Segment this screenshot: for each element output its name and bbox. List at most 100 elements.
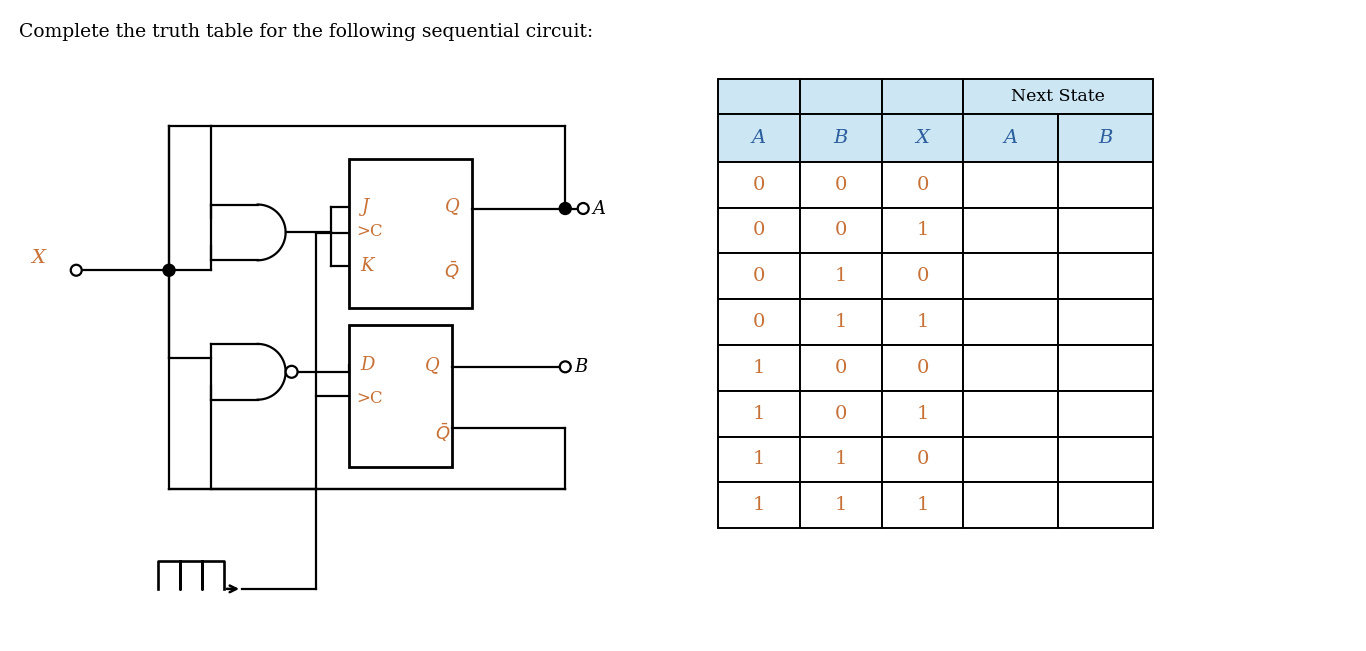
Bar (963, 114, 1059, 161)
Circle shape (285, 366, 298, 378)
Text: D: D (361, 356, 376, 374)
Text: 0: 0 (835, 221, 847, 240)
Bar (881, 79, 963, 114)
Text: Q: Q (444, 197, 459, 215)
Text: 0: 0 (753, 267, 765, 285)
Text: Complete the truth table for the following sequential circuit:: Complete the truth table for the followi… (19, 23, 593, 41)
Text: A: A (1004, 129, 1018, 147)
Text: 0: 0 (753, 221, 765, 240)
Circle shape (71, 265, 82, 276)
Bar (881, 391, 963, 437)
Bar (799, 161, 881, 208)
Text: >C: >C (357, 390, 384, 407)
Bar (881, 253, 963, 299)
Bar (719, 299, 799, 345)
Bar (963, 79, 1153, 114)
Text: 1: 1 (917, 405, 929, 422)
Text: 0: 0 (835, 405, 847, 422)
Bar (881, 482, 963, 528)
Bar (881, 161, 963, 208)
Bar (963, 208, 1059, 253)
Text: Next State: Next State (1011, 88, 1105, 105)
Bar (799, 253, 881, 299)
Circle shape (163, 264, 175, 276)
Text: X: X (915, 129, 929, 147)
Text: 0: 0 (753, 313, 765, 331)
Text: 0: 0 (835, 359, 847, 377)
Text: B: B (833, 129, 848, 147)
Text: >C: >C (357, 223, 384, 240)
Bar (719, 437, 799, 482)
Text: 0: 0 (917, 450, 929, 469)
Bar (719, 114, 799, 161)
Text: 1: 1 (753, 405, 765, 422)
Bar (1059, 208, 1153, 253)
Text: 1: 1 (753, 496, 765, 514)
Bar (963, 482, 1059, 528)
Text: 1: 1 (753, 450, 765, 469)
Text: 0: 0 (753, 176, 765, 193)
Bar (719, 482, 799, 528)
Bar (348, 325, 452, 467)
Text: 0: 0 (917, 176, 929, 193)
Text: 0: 0 (917, 267, 929, 285)
Text: 1: 1 (917, 496, 929, 514)
Text: B: B (1098, 129, 1113, 147)
Bar (799, 79, 881, 114)
Bar (963, 437, 1059, 482)
Bar (719, 391, 799, 437)
Bar (881, 437, 963, 482)
Bar (719, 161, 799, 208)
Bar (348, 159, 473, 308)
Text: 1: 1 (835, 450, 847, 469)
Bar (963, 161, 1059, 208)
Bar (799, 391, 881, 437)
Text: 1: 1 (835, 496, 847, 514)
Bar (963, 345, 1059, 391)
Bar (799, 114, 881, 161)
Bar (1059, 482, 1153, 528)
Bar (1059, 437, 1153, 482)
Text: $\bar{Q}$: $\bar{Q}$ (444, 259, 460, 281)
Text: Q: Q (425, 356, 440, 374)
Circle shape (578, 203, 589, 214)
Circle shape (559, 202, 571, 214)
Bar (1059, 161, 1153, 208)
Bar (719, 208, 799, 253)
Bar (881, 114, 963, 161)
Bar (1059, 253, 1153, 299)
Text: 1: 1 (835, 313, 847, 331)
Text: 1: 1 (835, 267, 847, 285)
Text: 1: 1 (917, 313, 929, 331)
Bar (963, 253, 1059, 299)
Bar (881, 345, 963, 391)
Text: B: B (574, 358, 587, 376)
Bar (799, 208, 881, 253)
Bar (1059, 391, 1153, 437)
Bar (1059, 114, 1153, 161)
Text: A: A (751, 129, 766, 147)
Text: $\bar{Q}$: $\bar{Q}$ (434, 421, 449, 444)
Text: 0: 0 (917, 359, 929, 377)
Bar (799, 299, 881, 345)
Bar (719, 253, 799, 299)
Text: 1: 1 (917, 221, 929, 240)
Bar (1059, 345, 1153, 391)
Bar (799, 437, 881, 482)
Text: A: A (593, 199, 605, 217)
Bar (799, 345, 881, 391)
Bar (799, 482, 881, 528)
Text: J: J (361, 197, 367, 215)
Text: 1: 1 (753, 359, 765, 377)
Bar (881, 299, 963, 345)
Circle shape (560, 361, 571, 372)
Text: K: K (361, 257, 374, 275)
Bar (1059, 299, 1153, 345)
Bar (963, 391, 1059, 437)
Text: X: X (31, 249, 45, 268)
Bar (963, 299, 1059, 345)
Bar (719, 345, 799, 391)
Text: 0: 0 (835, 176, 847, 193)
Bar (719, 79, 799, 114)
Bar (881, 208, 963, 253)
